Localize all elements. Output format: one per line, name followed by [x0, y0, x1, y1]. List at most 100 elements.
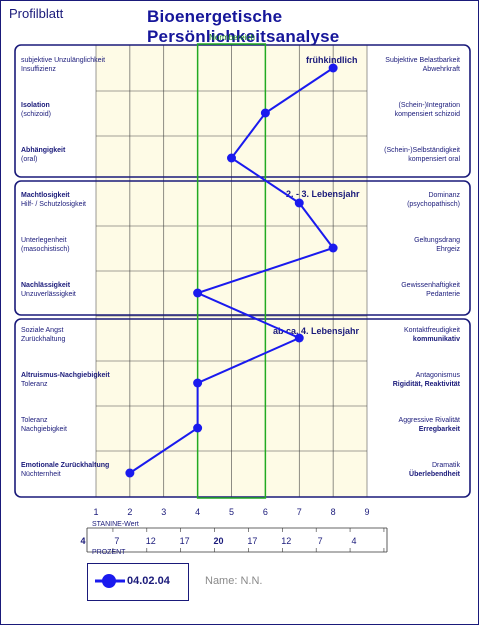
- left-trait-label: Nachlässigkeit Unzuverlässigkeit: [21, 281, 76, 299]
- legend-date: 04.02.04: [127, 575, 170, 587]
- stanine-tick-label: 9: [364, 507, 370, 517]
- data-point: [193, 378, 203, 388]
- stanine-tick-label: 2: [127, 507, 133, 517]
- legend-name: Name: N.N.: [205, 575, 263, 587]
- percent-value: 20: [213, 536, 224, 546]
- right-trait-label: Dramatik Überlebendheit: [409, 461, 460, 479]
- section-frame: [14, 180, 471, 316]
- series-line: [129, 67, 335, 474]
- section-frame: [14, 318, 471, 498]
- percent-value: 17: [179, 536, 190, 546]
- left-trait-main: Altruismus-Nachgiebigkeit: [21, 372, 110, 379]
- percent-value: 4: [80, 536, 86, 546]
- data-point: [193, 423, 203, 433]
- stanine-tick-label: 4: [195, 507, 201, 517]
- right-trait-label: Geltungsdrang Ehrgeiz: [414, 236, 460, 254]
- left-trait-label: Emotionale Zurückhaltung Nüchternheit: [21, 461, 109, 479]
- left-trait-label: Soziale Angst Zurückhaltung: [21, 326, 65, 344]
- data-point: [260, 108, 270, 118]
- left-trait-sub: Insuffizienz: [21, 66, 56, 73]
- section-label: 2. - 3. Lebensjahr: [286, 189, 360, 199]
- stanine-tick-label: 6: [262, 507, 268, 517]
- data-point: [294, 333, 304, 343]
- data-point: [193, 288, 203, 298]
- right-trait-sub: kompensiert schizoid: [394, 111, 460, 118]
- left-trait-main: Isolation: [21, 102, 50, 109]
- left-trait-main: Machtlosigkeit: [21, 192, 70, 199]
- right-trait-label: Aggressive Rivalität Erregbarkeit: [399, 416, 460, 434]
- prozent-caption: PROZENT: [92, 549, 126, 556]
- percent-value: 7: [317, 536, 323, 546]
- left-trait-main: Nachlässigkeit: [21, 282, 71, 289]
- right-trait-main: (Schein-)Selbständigkeit: [384, 147, 460, 154]
- right-trait-label: Antagonismus Rigidität, Reaktivität: [393, 371, 460, 389]
- right-trait-sub: Pedanterie: [426, 291, 460, 298]
- left-trait-sub: Unzuverlässigkeit: [21, 291, 76, 298]
- right-trait-main: Gewissenhaftigkeit: [401, 282, 460, 289]
- left-trait-label: Abhängigkeit (oral): [21, 146, 65, 164]
- norm-range-label: Normbereich: [209, 33, 255, 42]
- right-trait-sub: kommunikativ: [412, 336, 460, 343]
- left-trait-main: Unterlegenheit: [21, 237, 67, 244]
- left-trait-label: Unterlegenheit (masochistisch): [21, 236, 70, 254]
- right-trait-sub: Rigidität, Reaktivität: [392, 381, 460, 388]
- section-label: ab ca. 4. Lebensjahr: [273, 326, 360, 336]
- data-point: [125, 468, 135, 478]
- right-trait-label: (Schein-)Selbständigkeit kompensiert oral: [384, 146, 460, 164]
- left-trait-sub: Toleranz: [21, 381, 48, 388]
- right-trait-sub: Überlebendheit: [409, 471, 460, 478]
- percent-value: 7: [114, 536, 120, 546]
- right-trait-label: Subjektive Belastbarkeit Abwehrkraft: [385, 56, 460, 74]
- left-trait-sub: Nachgiebigkeit: [21, 426, 67, 433]
- percent-value: 17: [247, 536, 258, 546]
- left-trait-main: subjektive Unzulänglichkeit: [21, 57, 106, 64]
- left-trait-label: Toleranz Nachgiebigkeit: [21, 416, 67, 434]
- right-trait-label: Dominanz (psychopathisch): [407, 191, 460, 209]
- section-frame: [14, 44, 471, 178]
- right-trait-label: Gewissenhaftigkeit Pedanterie: [401, 281, 460, 299]
- left-trait-label: Isolation (schizoid): [21, 101, 51, 119]
- left-trait-sub: (masochistisch): [21, 246, 70, 253]
- right-trait-sub: Erregbarkeit: [418, 426, 460, 433]
- right-trait-main: Dramatik: [431, 462, 460, 469]
- left-trait-sub: (oral): [21, 156, 38, 163]
- right-trait-main: Kontaktfreudigkeit: [403, 327, 460, 334]
- data-point: [294, 198, 304, 208]
- left-trait-sub: Hilf- / Schutzlosigkeit: [21, 201, 86, 208]
- left-trait-main: Emotionale Zurückhaltung: [21, 462, 110, 469]
- left-trait-label: Machtlosigkeit Hilf- / Schutzlosigkeit: [21, 191, 86, 209]
- left-trait-main: Abhängigkeit: [21, 147, 66, 154]
- right-trait-main: Geltungsdrang: [414, 237, 460, 244]
- right-trait-main: Aggressive Rivalität: [398, 417, 460, 424]
- stanine-tick-label: 8: [330, 507, 336, 517]
- legend-marker: [102, 574, 116, 588]
- right-trait-main: Antagonismus: [415, 372, 460, 379]
- left-trait-sub: Zurückhaltung: [21, 336, 66, 343]
- right-trait-sub: Abwehrkraft: [422, 66, 460, 73]
- stanine-caption: STANINE-Wert: [92, 521, 139, 528]
- right-trait-label: (Schein-)Integration kompensiert schizoid: [395, 101, 460, 119]
- right-trait-sub: kompensiert oral: [408, 156, 460, 163]
- left-trait-label: subjektive Unzulänglichkeit Insuffizienz: [21, 56, 105, 74]
- stanine-tick-label: 7: [296, 507, 302, 517]
- percent-value: 12: [145, 536, 156, 546]
- left-trait-sub: Nüchternheit: [21, 471, 61, 478]
- left-trait-main: Toleranz: [21, 417, 48, 424]
- left-trait-sub: (schizoid): [21, 111, 51, 118]
- left-trait-main: Soziale Angst: [21, 327, 64, 334]
- right-trait-sub: (psychopathisch): [407, 201, 460, 208]
- stanine-tick-label: 1: [93, 507, 99, 517]
- sheet-label: Profilblatt: [9, 6, 64, 21]
- data-point: [227, 153, 236, 163]
- right-trait-main: (Schein-)Integration: [398, 102, 460, 109]
- percent-value: 4: [351, 536, 357, 546]
- data-point: [328, 243, 338, 253]
- right-trait-sub: Ehrgeiz: [436, 246, 460, 253]
- right-trait-main: Subjektive Belastbarkeit: [385, 57, 460, 64]
- stanine-tick-label: 3: [161, 507, 167, 517]
- right-trait-label: Kontaktfreudigkeit kommunikativ: [404, 326, 460, 344]
- stanine-tick-label: 5: [228, 507, 234, 517]
- data-point: [328, 63, 338, 73]
